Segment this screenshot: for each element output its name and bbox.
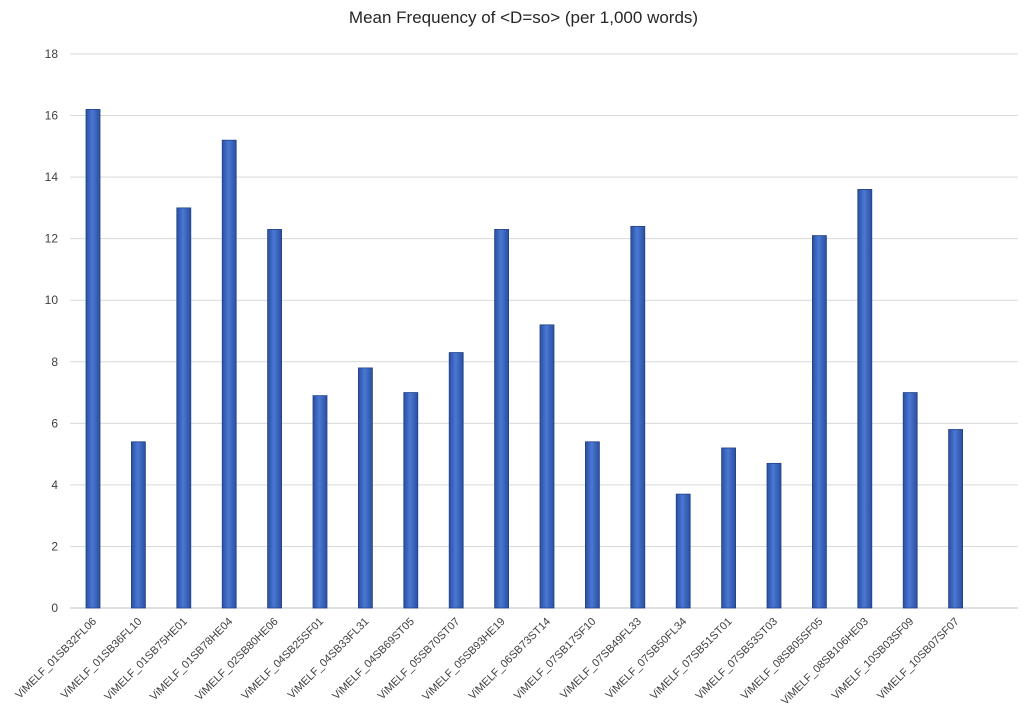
x-tick-label: ViMELF_04SB25SF01	[240, 616, 327, 703]
x-tick-label: ViMELF_04SB33FL31	[286, 616, 372, 702]
bar	[312, 395, 328, 609]
y-tick-label: 18	[45, 47, 59, 61]
y-tick-label: 2	[51, 539, 58, 553]
bar	[902, 392, 918, 609]
x-axis-labels: ViMELF_01SB32FL06ViMELF_01SB36FL10ViMELF…	[13, 616, 961, 708]
x-tick-label: ViMELF_05SB93HE19	[420, 616, 507, 703]
x-tick-label: ViMELF_07SB50FL34	[604, 616, 690, 702]
bar	[403, 392, 419, 609]
y-tick-label: 6	[51, 416, 58, 430]
x-tick-label: ViMELF_07SB17SF10	[512, 616, 599, 703]
y-tick-label: 4	[51, 478, 58, 492]
bar	[948, 429, 963, 609]
bar	[721, 447, 736, 609]
x-tick-label: ViMELF_08SB05SF05	[739, 616, 826, 703]
bar	[857, 189, 873, 609]
x-tick-label: ViMELF_07SB53ST03	[694, 616, 781, 703]
x-tick-label: ViMELF_01SB78HE04	[148, 616, 235, 703]
y-tick-label: 14	[45, 170, 59, 184]
x-tick-label: ViMELF_10SB07SF07	[875, 616, 962, 703]
bar	[766, 462, 782, 609]
bar	[630, 225, 646, 609]
x-tick-label: ViMELF_08SB106HE03	[779, 616, 871, 708]
bar	[85, 109, 101, 609]
x-tick-label: ViMELF_10SB03SF09	[830, 616, 917, 703]
x-tick-label: ViMELF_01SB32FL06	[13, 616, 99, 702]
x-tick-label: ViMELF_07SB51ST01	[648, 616, 735, 703]
x-tick-label: ViMELF_01SB75HE01	[102, 616, 189, 703]
x-tick-label: ViMELF_02SB80HE06	[193, 616, 280, 703]
y-tick-label: 16	[45, 109, 59, 123]
chart-title: Mean Frequency of <D=so> (per 1,000 word…	[348, 8, 699, 27]
y-tick-label: 0	[51, 601, 58, 615]
bar	[267, 229, 283, 609]
x-tick-label: ViMELF_04SB69ST05	[330, 616, 417, 703]
bar	[357, 367, 373, 609]
bar	[675, 493, 691, 609]
x-tick-label: ViMELF_05SB70ST07	[376, 616, 463, 703]
y-axis-ticks: 0 2 4 6 8 10 12 14 16 18	[45, 47, 59, 615]
bar	[585, 441, 600, 609]
y-tick-label: 10	[45, 293, 59, 307]
bar	[221, 139, 237, 609]
x-tick-label: ViMELF_07SB49FL33	[558, 616, 644, 702]
bar	[812, 235, 827, 609]
bar	[539, 324, 555, 609]
y-tick-label: 12	[45, 232, 59, 246]
bar	[130, 441, 146, 609]
bar	[448, 352, 464, 609]
bar	[494, 229, 510, 609]
x-tick-label: ViMELF_01SB36FL10	[59, 616, 145, 702]
bars	[85, 109, 963, 609]
y-tick-label: 8	[51, 355, 58, 369]
x-tick-label: ViMELF_06SB73ST14	[467, 616, 554, 703]
bar	[176, 207, 192, 609]
